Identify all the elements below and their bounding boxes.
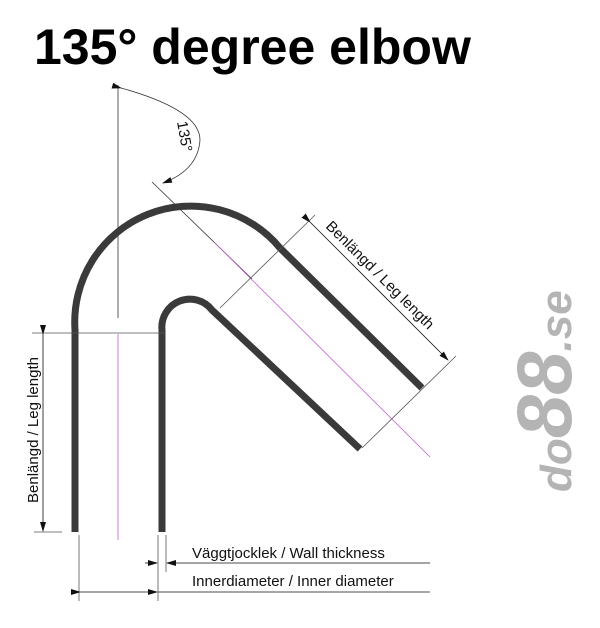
extension-line	[361, 355, 457, 449]
angle-arc	[111, 82, 201, 184]
do88-logo: do88.se	[500, 290, 588, 492]
wall-thickness-label: Väggtjocklek / Wall thickness	[192, 545, 385, 562]
angle-label: 135°	[173, 120, 195, 154]
extension-line	[219, 214, 316, 309]
diagonal-centerline	[213, 241, 431, 458]
inner-diameter-label: Innerdiameter / Inner diameter	[192, 573, 394, 590]
page-title: 135° degree elbow	[34, 19, 471, 75]
tube-inner-wall	[158, 295, 363, 532]
leg-length-diagonal-label: Benlängd / Leg length	[322, 218, 437, 333]
svg-text:do88.se: do88.se	[500, 290, 588, 492]
leg-length-diagonal-dimension	[301, 213, 449, 361]
leg-length-vertical-label: Benlängd / Leg length	[25, 357, 42, 503]
tube-outer-wall	[71, 202, 425, 532]
